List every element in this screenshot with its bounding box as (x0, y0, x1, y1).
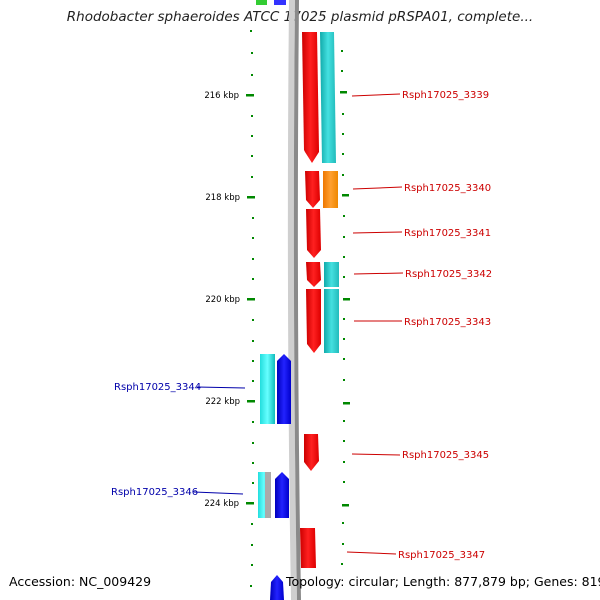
gene-3344-arrow[interactable] (277, 354, 291, 424)
kbp-label-220: 220 kbp (205, 295, 240, 305)
gene-3347-arrow[interactable] (300, 528, 316, 568)
gene-label-3339[interactable]: Rsph17025_3339 (402, 90, 489, 101)
gene-3343-feature[interactable] (324, 289, 339, 353)
kbp-label-218: 218 kbp (205, 193, 240, 203)
top-green-fragment (256, 0, 267, 5)
gene-3341-arrow[interactable] (306, 209, 321, 258)
gene-label-3340[interactable]: Rsph17025_3340 (404, 183, 491, 194)
leader-lines-forward (346, 93, 404, 555)
gene-3340-arrow[interactable] (305, 171, 320, 208)
ruler-major-ticks (246, 94, 255, 505)
gene-3346-arrow[interactable] (275, 472, 289, 518)
gene-label-3347[interactable]: Rsph17025_3347 (398, 550, 485, 561)
bottom-blue-arrow[interactable] (270, 575, 284, 600)
gene-label-3346[interactable]: Rsph17025_3346 (111, 487, 198, 498)
backbone (293, 0, 301, 600)
gene-3342-feature[interactable] (324, 262, 339, 287)
gene-3345-arrow[interactable] (304, 434, 319, 471)
kbp-label-224: 224 kbp (204, 499, 239, 509)
leader-lines-reverse (193, 386, 246, 495)
gene-3340-feature[interactable] (323, 171, 338, 208)
backbone-shadow (287, 0, 297, 600)
accession-text: Accession: NC_009429 (9, 574, 152, 589)
gene-label-3341[interactable]: Rsph17025_3341 (404, 228, 491, 239)
kbp-label-216: 216 kbp (204, 91, 239, 101)
gene-3343-arrow[interactable] (306, 289, 321, 353)
gene-label-3344[interactable]: Rsph17025_3344 (114, 382, 201, 393)
gene-3342-arrow[interactable] (306, 262, 321, 287)
kbp-label-222: 222 kbp (205, 397, 240, 407)
top-blue-fragment (274, 0, 286, 5)
gene-3346-feature-gray (265, 472, 271, 518)
gene-label-3343[interactable]: Rsph17025_3343 (404, 317, 491, 328)
genome-summary-text: Topology: circular; Length: 877,879 bp; … (286, 574, 600, 589)
gene-label-3342[interactable]: Rsph17025_3342 (405, 269, 492, 280)
ruler-left (250, 30, 254, 587)
map-title: Rhodobacter sphaeroides ATCC 17025 plasm… (66, 9, 534, 25)
gene-label-3345[interactable]: Rsph17025_3345 (402, 450, 489, 461)
gene-3339-feature[interactable] (320, 32, 336, 163)
ruler-right (340, 50, 350, 565)
gene-3339-arrow[interactable] (302, 32, 319, 163)
gene-3344-feature[interactable] (260, 354, 275, 424)
